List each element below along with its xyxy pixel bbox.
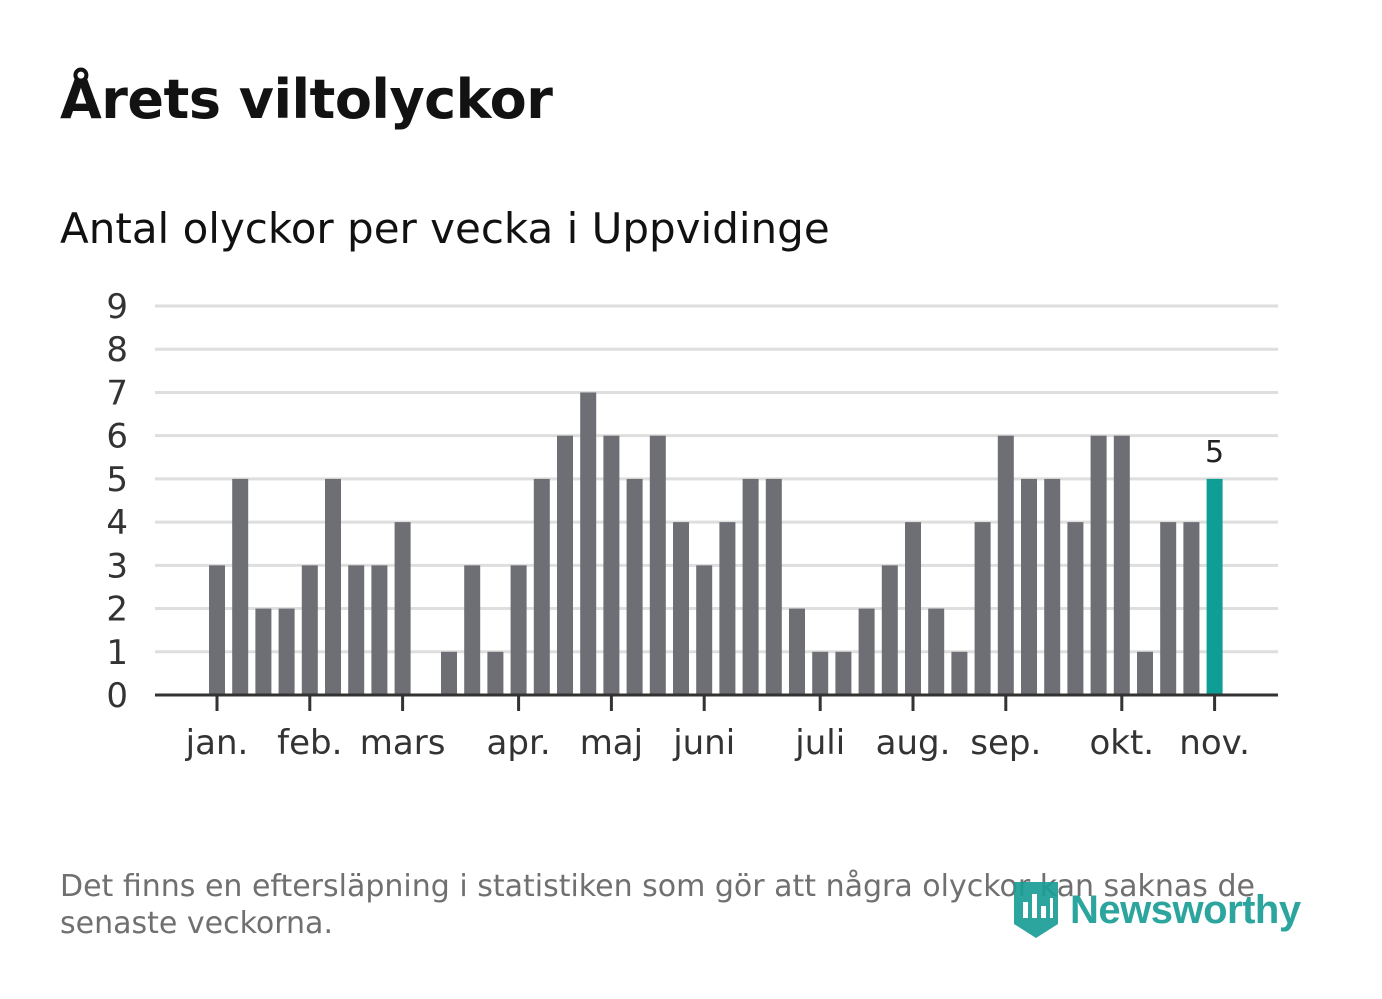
gridlines	[155, 304, 1278, 654]
bar	[858, 608, 875, 695]
bar	[789, 608, 805, 695]
bar	[603, 435, 620, 695]
x-tick-label: mars	[360, 723, 446, 763]
newsworthy-logo-icon	[1014, 882, 1058, 938]
bar	[951, 651, 968, 695]
bar	[1090, 435, 1107, 695]
y-tick-label: 4	[106, 503, 128, 543]
bar	[1113, 435, 1130, 695]
bar	[1044, 478, 1061, 695]
x-tick-label: apr.	[487, 723, 551, 763]
y-tick-label: 0	[106, 676, 128, 716]
x-tick-label: maj	[580, 723, 643, 763]
y-tick-label: 2	[106, 590, 128, 630]
bar	[1067, 522, 1084, 695]
bar	[812, 651, 829, 695]
bar	[255, 608, 272, 695]
bar	[765, 478, 782, 695]
bar	[1137, 651, 1153, 695]
y-tick-label: 9	[106, 287, 128, 327]
bar	[232, 478, 249, 695]
bar-highlight	[1206, 478, 1223, 695]
bar	[905, 522, 921, 695]
y-tick-label: 8	[106, 330, 128, 370]
bar	[649, 435, 666, 695]
x-tick-label: aug.	[876, 723, 951, 763]
x-tick-label: juli	[794, 723, 845, 763]
bar	[719, 522, 736, 695]
x-tick-label: juni	[672, 723, 735, 763]
data-label-highlight: 5	[1205, 435, 1224, 470]
y-tick-label: 6	[106, 417, 128, 457]
bar	[696, 565, 713, 695]
chart-subtitle: Antal olyckor per vecka i Uppvidinge	[60, 204, 830, 253]
bar	[974, 522, 991, 695]
x-tick-label: nov.	[1179, 723, 1250, 763]
bar	[1160, 522, 1177, 695]
bar	[1021, 478, 1037, 695]
bar	[997, 435, 1014, 695]
bar	[673, 522, 689, 695]
chart-title: Årets viltolyckor	[60, 68, 553, 131]
bar	[371, 565, 388, 695]
y-tick-label: 3	[106, 546, 128, 586]
bar	[881, 565, 898, 695]
bar	[928, 608, 945, 695]
x-tick-label: okt.	[1089, 723, 1154, 763]
bar	[348, 565, 365, 695]
bar	[835, 651, 852, 695]
y-tick-label: 7	[106, 373, 128, 413]
x-axis: jan. feb. mars apr. maj juni juli aug. sep. okt. n…	[155, 693, 1278, 763]
y-tick-label: 5	[106, 460, 128, 500]
brand-logo: Newsworthy	[1010, 878, 1301, 942]
bar	[209, 565, 225, 695]
data-labels: 5	[1205, 435, 1224, 470]
bar	[557, 435, 573, 695]
bar	[278, 608, 295, 695]
bar	[626, 478, 643, 695]
x-tick-label: feb.	[277, 723, 342, 763]
bar	[510, 565, 527, 695]
bar	[533, 478, 550, 695]
bar	[464, 565, 481, 695]
bar	[325, 478, 341, 695]
bar	[441, 651, 457, 695]
bar	[394, 522, 411, 695]
x-tick-label: sep.	[970, 723, 1041, 763]
bar	[742, 478, 759, 695]
brand-name: Newsworthy	[1070, 887, 1301, 932]
bar	[580, 392, 597, 695]
bar	[301, 565, 318, 695]
x-tick-label: jan.	[185, 723, 249, 763]
bar-series	[209, 392, 1223, 695]
bar	[1183, 522, 1200, 695]
y-tick-label: 1	[106, 633, 128, 673]
bar	[487, 651, 504, 695]
